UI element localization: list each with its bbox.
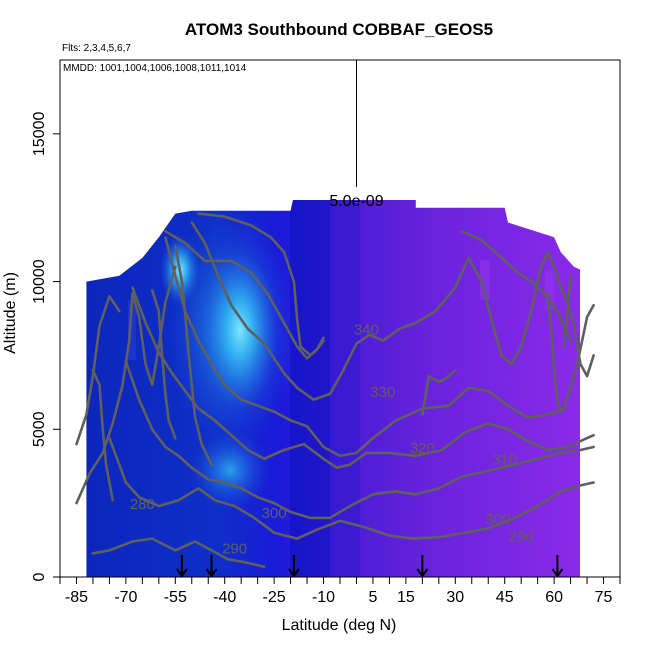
- x-tick-label: -55: [164, 589, 187, 606]
- contour-label: 290: [509, 529, 534, 546]
- y-tick-label: 10000: [31, 259, 48, 304]
- contour-line: [75, 294, 121, 446]
- contour-label: 310: [492, 452, 517, 469]
- contour-label: 280: [130, 496, 155, 513]
- x-tick-label: 75: [595, 589, 613, 606]
- x-tick-label: 5: [368, 589, 377, 606]
- flight-arrow-head: [551, 568, 564, 578]
- x-tick-label: 60: [545, 589, 563, 606]
- contour-line: [174, 244, 213, 467]
- contour-line: [150, 289, 177, 440]
- y-axis: 0 5000 10000 15000: [31, 112, 60, 581]
- x-tick-label: 15: [397, 589, 415, 606]
- contour-line: [131, 286, 595, 470]
- scale-bar-label: 5.0e-09: [329, 193, 383, 210]
- flight-arrow-head: [205, 568, 218, 578]
- flight-arrow-head: [176, 568, 188, 578]
- contour-line: [124, 359, 595, 520]
- y-axis-label: Altitude (m): [2, 272, 19, 354]
- contour-lines: [75, 212, 595, 569]
- contour-line: [108, 436, 595, 540]
- y-tick-label: 15000: [31, 112, 48, 157]
- contour-label: 330: [370, 384, 395, 401]
- x-tick-label: -85: [65, 589, 88, 606]
- dates-label: MMDD: 1001,1004,1006,1008,1011,1014: [63, 63, 247, 74]
- contour-label: 300: [262, 505, 287, 522]
- contour-line: [164, 236, 595, 458]
- y-tick-label: 0: [31, 572, 48, 581]
- x-tick-label: -40: [213, 589, 236, 606]
- x-tick-label: 45: [496, 589, 514, 606]
- contour-line: [75, 265, 177, 505]
- flight-arrow-head: [288, 568, 300, 578]
- contour-line: [197, 212, 325, 357]
- x-tick-label: -10: [312, 589, 335, 606]
- y-tick-label: 5000: [31, 411, 48, 447]
- contour-label: 320: [410, 440, 435, 457]
- contour-line: [460, 230, 572, 343]
- contour-line: [546, 292, 563, 413]
- flights-label: Flts: 2,3,4,5,6,7: [62, 43, 131, 54]
- x-tick-label: -25: [263, 589, 286, 606]
- contour-label: 340: [354, 322, 379, 339]
- chart-title: ATOM3 Southbound COBBAF_GEOS5: [185, 20, 493, 39]
- contour-line: [421, 368, 457, 416]
- flight-arrow-head: [416, 568, 429, 578]
- contour-label: 300: [486, 511, 511, 528]
- contour-label: 290: [222, 540, 247, 557]
- x-tick-label: -70: [114, 589, 137, 606]
- flight-arrows: [176, 555, 564, 578]
- contour-line: [562, 274, 572, 348]
- x-axis: -85 -70 -55 -40 -25 -10 5 15 30 45 60 75: [59, 577, 621, 606]
- contour-line: [91, 537, 266, 569]
- x-tick-label: 30: [446, 589, 464, 606]
- contour-line: [190, 221, 595, 402]
- contour-line: [91, 368, 114, 502]
- x-axis-label: Latitude (deg N): [282, 617, 397, 634]
